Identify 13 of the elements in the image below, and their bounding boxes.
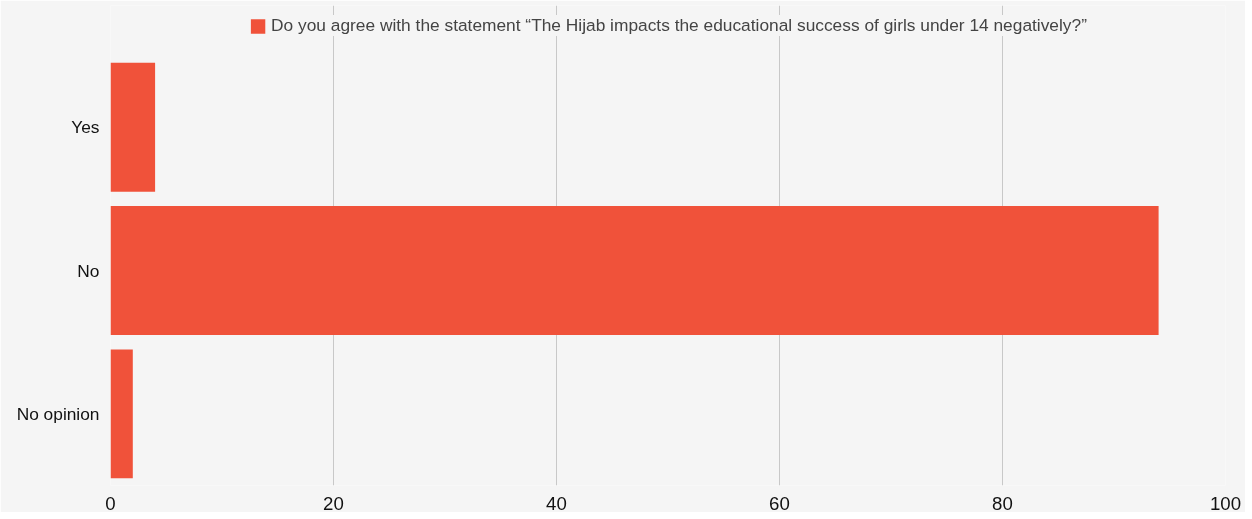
- y-tick-label: No: [77, 260, 100, 281]
- bar: [110, 349, 133, 479]
- x-tick-label: 0: [105, 492, 116, 514]
- x-tick-label: 100: [1209, 492, 1242, 514]
- x-tick-label: 60: [769, 492, 790, 514]
- x-tick-label: 20: [323, 492, 344, 514]
- bar: [110, 206, 1159, 336]
- bar: [110, 62, 156, 192]
- y-tick-label: Yes: [71, 117, 100, 138]
- y-tick-label: No opinion: [16, 403, 100, 424]
- legend-label: Do you agree with the statement “The Hijab impacts the educational success of girls under 14 negatively?”: [271, 15, 1087, 36]
- x-tick-label: 40: [546, 492, 567, 514]
- x-tick-label: 80: [992, 492, 1013, 514]
